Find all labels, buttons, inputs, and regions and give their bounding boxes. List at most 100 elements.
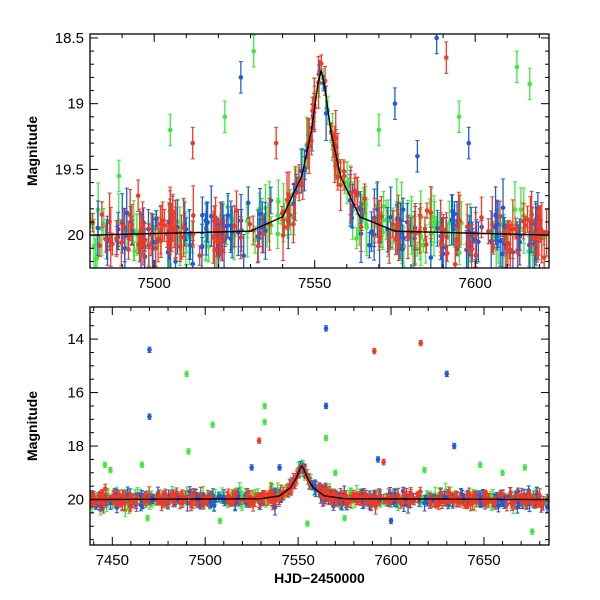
data-point-red [433, 501, 438, 509]
data-point-blue [493, 186, 498, 245]
data-point-green [210, 421, 215, 428]
data-point-red [527, 495, 533, 502]
data-point-blue [216, 491, 222, 503]
data-point-green [262, 402, 267, 410]
data-point-blue [449, 194, 454, 246]
data-point-red [417, 203, 423, 229]
data-point-red [381, 493, 386, 504]
data-point-red [513, 217, 519, 240]
data-point-blue [415, 139, 420, 173]
y-tick-label: 19.5 [55, 161, 84, 178]
data-point-green [245, 206, 250, 258]
data-point-red [396, 230, 402, 261]
data-point-blue [478, 502, 484, 508]
data-point-red [181, 197, 186, 258]
data-point-red [222, 219, 227, 254]
data-point-red [146, 223, 152, 268]
data-point-red [190, 126, 196, 160]
data-point-red [486, 493, 492, 504]
data-point-green [522, 464, 528, 471]
y-tick-label: 20 [67, 227, 84, 244]
top-data-layer [90, 34, 549, 268]
x-tick-label: 7600 [458, 275, 491, 292]
data-point-red [280, 209, 286, 261]
y-tick-label: 18 [67, 438, 84, 455]
data-point-red [140, 201, 145, 255]
data-point-red [424, 202, 430, 219]
x-tick-label: 7550 [281, 552, 314, 569]
data-point-red [268, 482, 274, 500]
data-point-red [194, 501, 200, 508]
data-point-red [293, 166, 298, 222]
data-point-red [103, 225, 109, 253]
data-point-red [486, 218, 491, 245]
y-tick-label: 14 [67, 331, 84, 348]
data-point-blue [392, 87, 398, 120]
data-point-blue [238, 61, 244, 94]
data-point-red [284, 171, 290, 228]
data-point-green [429, 187, 434, 247]
bottom-data-layer [90, 325, 549, 535]
model-line [90, 464, 549, 501]
data-point-red [101, 496, 106, 514]
top-tick-labels: 7500 7550 7600 18.5 19 19.5 20 [55, 30, 492, 292]
data-point-green [102, 461, 108, 468]
data-point-red [372, 347, 377, 355]
data-point-green [376, 113, 382, 147]
data-point-blue [466, 126, 472, 160]
data-point-green [514, 50, 520, 84]
data-point-green [332, 469, 338, 476]
data-point-red [474, 495, 479, 508]
data-point-green [275, 198, 281, 233]
data-point-blue [245, 186, 251, 220]
data-point-green [116, 159, 122, 193]
data-point-red [412, 203, 418, 265]
data-point-green [305, 520, 310, 527]
bottom-x-axis-title: HJD−2450000 [274, 570, 365, 586]
top-y-axis-title: Magnitude [24, 116, 40, 186]
data-point-red [403, 490, 408, 497]
data-point-red [183, 490, 188, 504]
data-point-red [428, 186, 434, 240]
data-point-red [504, 498, 510, 512]
x-tick-label: 7500 [138, 275, 171, 292]
data-point-green [527, 67, 533, 101]
data-point-red [158, 206, 163, 243]
data-point-blue [495, 201, 501, 248]
data-point-red [135, 179, 141, 212]
data-point-green [145, 515, 150, 522]
data-point-red [211, 211, 216, 264]
data-point-green [500, 469, 505, 476]
data-point-red [443, 41, 449, 74]
data-point-red [490, 240, 496, 255]
data-point-red [162, 208, 167, 242]
data-point-red [509, 496, 515, 507]
data-point-red [358, 201, 364, 253]
data-point-red [537, 488, 542, 504]
data-point-blue [444, 370, 450, 378]
data-point-red [361, 487, 367, 505]
bottom-y-axis-title: Magnitude [24, 391, 40, 461]
data-point-red [418, 339, 424, 347]
data-point-red [352, 177, 357, 205]
y-tick-label: 20 [67, 492, 84, 509]
data-point-red [393, 223, 398, 256]
data-point-blue [451, 442, 457, 450]
data-point-red [129, 204, 135, 246]
data-point-green [251, 34, 256, 68]
data-point-blue [375, 456, 381, 463]
data-point-green [529, 528, 535, 535]
y-tick-label: 18.5 [55, 30, 84, 47]
data-point-red [174, 487, 179, 499]
data-point-red [444, 212, 449, 262]
data-point-red [464, 203, 470, 250]
data-point-red [508, 487, 513, 499]
data-point-red [99, 201, 105, 228]
data-point-red [291, 204, 296, 244]
data-point-red [394, 494, 400, 503]
data-point-green [323, 434, 329, 442]
data-point-green [342, 515, 347, 522]
data-point-red [544, 208, 549, 257]
data-point-green [186, 448, 191, 455]
